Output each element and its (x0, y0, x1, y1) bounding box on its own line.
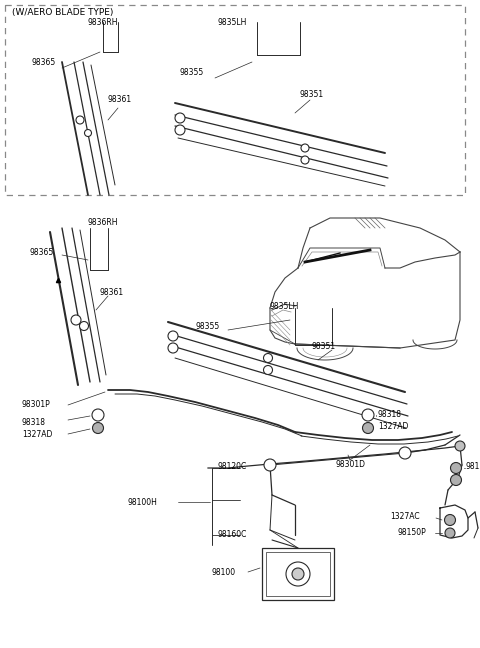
Circle shape (445, 528, 455, 538)
Text: 1327AD: 1327AD (22, 430, 52, 439)
Text: 98351: 98351 (312, 342, 336, 351)
Bar (266, 552, 330, 596)
Text: 98100H: 98100H (128, 498, 158, 507)
Text: 98365: 98365 (30, 248, 54, 257)
Circle shape (451, 474, 461, 485)
Bar (262, 548, 334, 600)
Circle shape (168, 331, 178, 341)
Text: 98351: 98351 (300, 90, 324, 99)
Circle shape (264, 365, 273, 375)
Circle shape (175, 125, 185, 135)
Text: 98365: 98365 (32, 58, 56, 67)
Circle shape (451, 463, 461, 474)
Text: 98318: 98318 (22, 418, 46, 427)
Text: 98131C: 98131C (465, 462, 480, 471)
Text: 98301P: 98301P (22, 400, 51, 409)
Circle shape (301, 156, 309, 164)
Circle shape (264, 354, 273, 362)
Circle shape (76, 116, 84, 124)
Circle shape (301, 144, 309, 152)
Circle shape (84, 130, 92, 137)
Text: 9836RH: 9836RH (88, 218, 119, 227)
Circle shape (80, 321, 88, 330)
Text: 98150P: 98150P (398, 528, 427, 537)
Text: 98361: 98361 (100, 288, 124, 297)
Text: (W/AERO BLADE TYPE): (W/AERO BLADE TYPE) (12, 8, 113, 17)
Circle shape (264, 459, 276, 471)
Text: 1327AD: 1327AD (378, 422, 408, 431)
Circle shape (399, 447, 411, 459)
Text: 98120C: 98120C (218, 462, 247, 471)
Circle shape (92, 409, 104, 421)
Text: 98100: 98100 (212, 568, 236, 577)
Text: 9835LH: 9835LH (218, 18, 247, 27)
Circle shape (444, 515, 456, 526)
Text: 98318: 98318 (378, 410, 402, 419)
Circle shape (455, 441, 465, 451)
Text: 98301D: 98301D (335, 460, 365, 469)
Text: 9835LH: 9835LH (270, 302, 300, 311)
Circle shape (168, 343, 178, 353)
Bar (5, 5, 465, 195)
Circle shape (93, 422, 104, 434)
Text: 9836RH: 9836RH (88, 18, 119, 27)
Circle shape (362, 422, 373, 434)
Circle shape (292, 568, 304, 580)
Text: 98160C: 98160C (218, 530, 247, 539)
Text: 1327AC: 1327AC (390, 512, 420, 521)
Circle shape (362, 409, 374, 421)
Text: 98361: 98361 (107, 95, 131, 104)
Circle shape (71, 315, 81, 325)
Text: 98355: 98355 (180, 68, 204, 77)
Text: 98355: 98355 (195, 322, 219, 331)
Circle shape (175, 113, 185, 123)
Circle shape (286, 562, 310, 586)
